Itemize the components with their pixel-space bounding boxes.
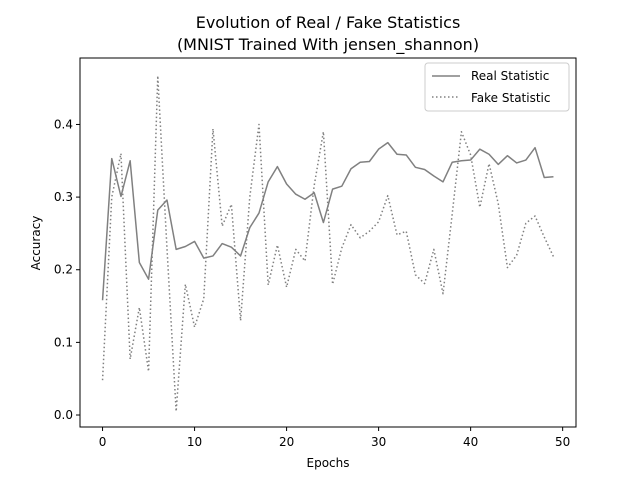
x-tick-label: 30 [371, 435, 386, 449]
y-axis-label: Accuracy [29, 216, 43, 271]
chart-title: Evolution of Real / Fake Statistics [196, 13, 461, 32]
x-tick-label: 0 [99, 435, 107, 449]
y-tick-label: 0.3 [54, 190, 73, 204]
series-layer [101, 75, 555, 413]
y-tick-label: 0.2 [54, 263, 73, 277]
legend-label-real: Real Statistic [471, 69, 549, 83]
x-tick-label: 40 [463, 435, 478, 449]
chart-subtitle: (MNIST Trained With jensen_shannon) [177, 35, 479, 55]
y-tick-label: 0.0 [54, 408, 73, 422]
legend-label-fake: Fake Statistic [471, 91, 550, 105]
legend-box [424, 62, 570, 112]
plot-area [79, 57, 577, 428]
y-tick-label: 0.4 [54, 117, 73, 131]
y-tick-label: 0.1 [54, 335, 73, 349]
x-tick-label: 10 [187, 435, 202, 449]
legend: Real Statistic Fake Statistic [424, 62, 570, 112]
y-axis-ticks: 0.0 0.1 0.2 0.3 0.4 [54, 117, 80, 422]
x-tick-label: 20 [279, 435, 294, 449]
x-tick-label: 50 [555, 435, 570, 449]
x-axis-ticks: 0 10 20 30 40 50 [99, 427, 570, 449]
plot-frame [79, 57, 577, 428]
x-axis-label: Epochs [307, 456, 350, 470]
